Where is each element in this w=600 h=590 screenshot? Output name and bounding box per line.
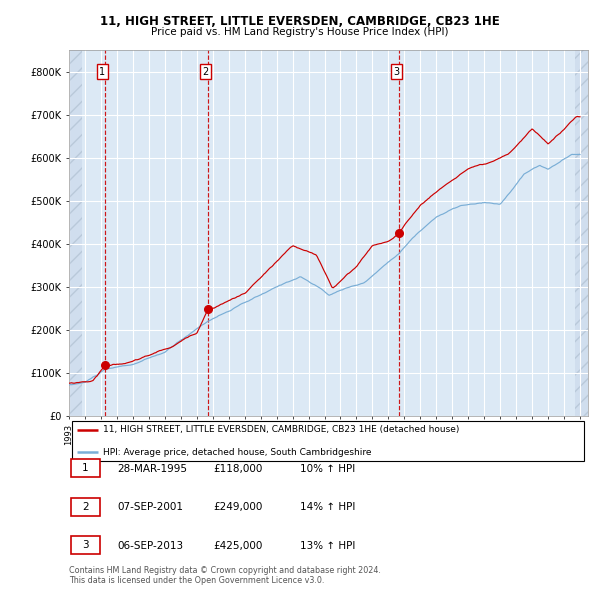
Text: 28-MAR-1995: 28-MAR-1995 <box>117 464 187 474</box>
Text: Contains HM Land Registry data © Crown copyright and database right 2024.
This d: Contains HM Land Registry data © Crown c… <box>69 566 381 585</box>
Text: 2: 2 <box>82 502 89 512</box>
Text: 2: 2 <box>202 67 208 77</box>
Text: 14% ↑ HPI: 14% ↑ HPI <box>300 503 355 512</box>
Text: £249,000: £249,000 <box>213 503 262 512</box>
Bar <box>69 50 82 416</box>
Text: £425,000: £425,000 <box>213 541 262 550</box>
Text: HPI: Average price, detached house, South Cambridgeshire: HPI: Average price, detached house, Sout… <box>103 448 371 457</box>
FancyBboxPatch shape <box>71 536 100 554</box>
Text: 11, HIGH STREET, LITTLE EVERSDEN, CAMBRIDGE, CB23 1HE: 11, HIGH STREET, LITTLE EVERSDEN, CAMBRI… <box>100 15 500 28</box>
Text: 1: 1 <box>82 464 89 473</box>
Text: 1: 1 <box>100 67 106 77</box>
Text: 13% ↑ HPI: 13% ↑ HPI <box>300 541 355 550</box>
Text: 11, HIGH STREET, LITTLE EVERSDEN, CAMBRIDGE, CB23 1HE (detached house): 11, HIGH STREET, LITTLE EVERSDEN, CAMBRI… <box>103 425 459 434</box>
Text: 10% ↑ HPI: 10% ↑ HPI <box>300 464 355 474</box>
Bar <box>575 50 588 416</box>
Text: 3: 3 <box>394 67 400 77</box>
FancyBboxPatch shape <box>71 421 584 461</box>
Text: £118,000: £118,000 <box>213 464 262 474</box>
Text: Price paid vs. HM Land Registry's House Price Index (HPI): Price paid vs. HM Land Registry's House … <box>151 27 449 37</box>
FancyBboxPatch shape <box>71 498 100 516</box>
Text: 06-SEP-2013: 06-SEP-2013 <box>117 541 183 550</box>
FancyBboxPatch shape <box>71 460 100 477</box>
Text: 3: 3 <box>82 540 89 550</box>
Text: 07-SEP-2001: 07-SEP-2001 <box>117 503 183 512</box>
